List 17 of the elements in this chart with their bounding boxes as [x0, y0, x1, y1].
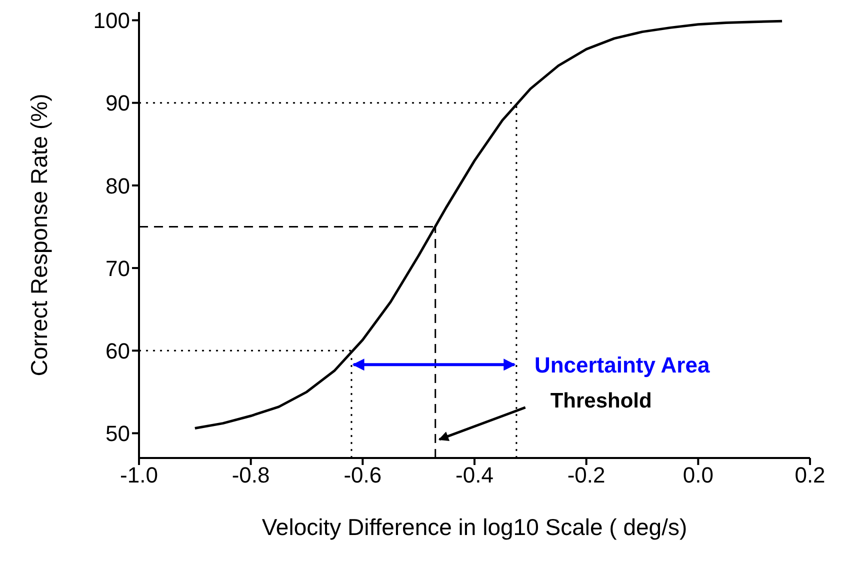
x-tick-label: -0.4	[456, 462, 494, 488]
x-tick-label: 0.0	[682, 462, 714, 488]
x-tick-label: -0.6	[344, 462, 382, 488]
y-tick-label: 60	[106, 338, 130, 364]
annotation: Uncertainty Area	[534, 352, 710, 378]
y-axis-title: Correct Response Rate (%)	[26, 94, 52, 376]
x-tick-label: -1.0	[120, 462, 158, 488]
y-tick-label: 70	[106, 256, 130, 281]
x-tick-label: 0.2	[794, 462, 826, 488]
y-tick-label: 100	[93, 8, 130, 34]
x-tick-label: -0.8	[232, 462, 270, 488]
x-axis-title: Velocity Difference in log10 Scale ( deg/s)	[262, 514, 688, 540]
x-tick-label: -0.2	[567, 462, 606, 488]
y-tick-label: 80	[106, 173, 130, 198]
y-tick-label: 50	[106, 421, 130, 446]
y-tick-label: 90	[106, 90, 130, 116]
annotation: Threshold	[550, 389, 652, 412]
